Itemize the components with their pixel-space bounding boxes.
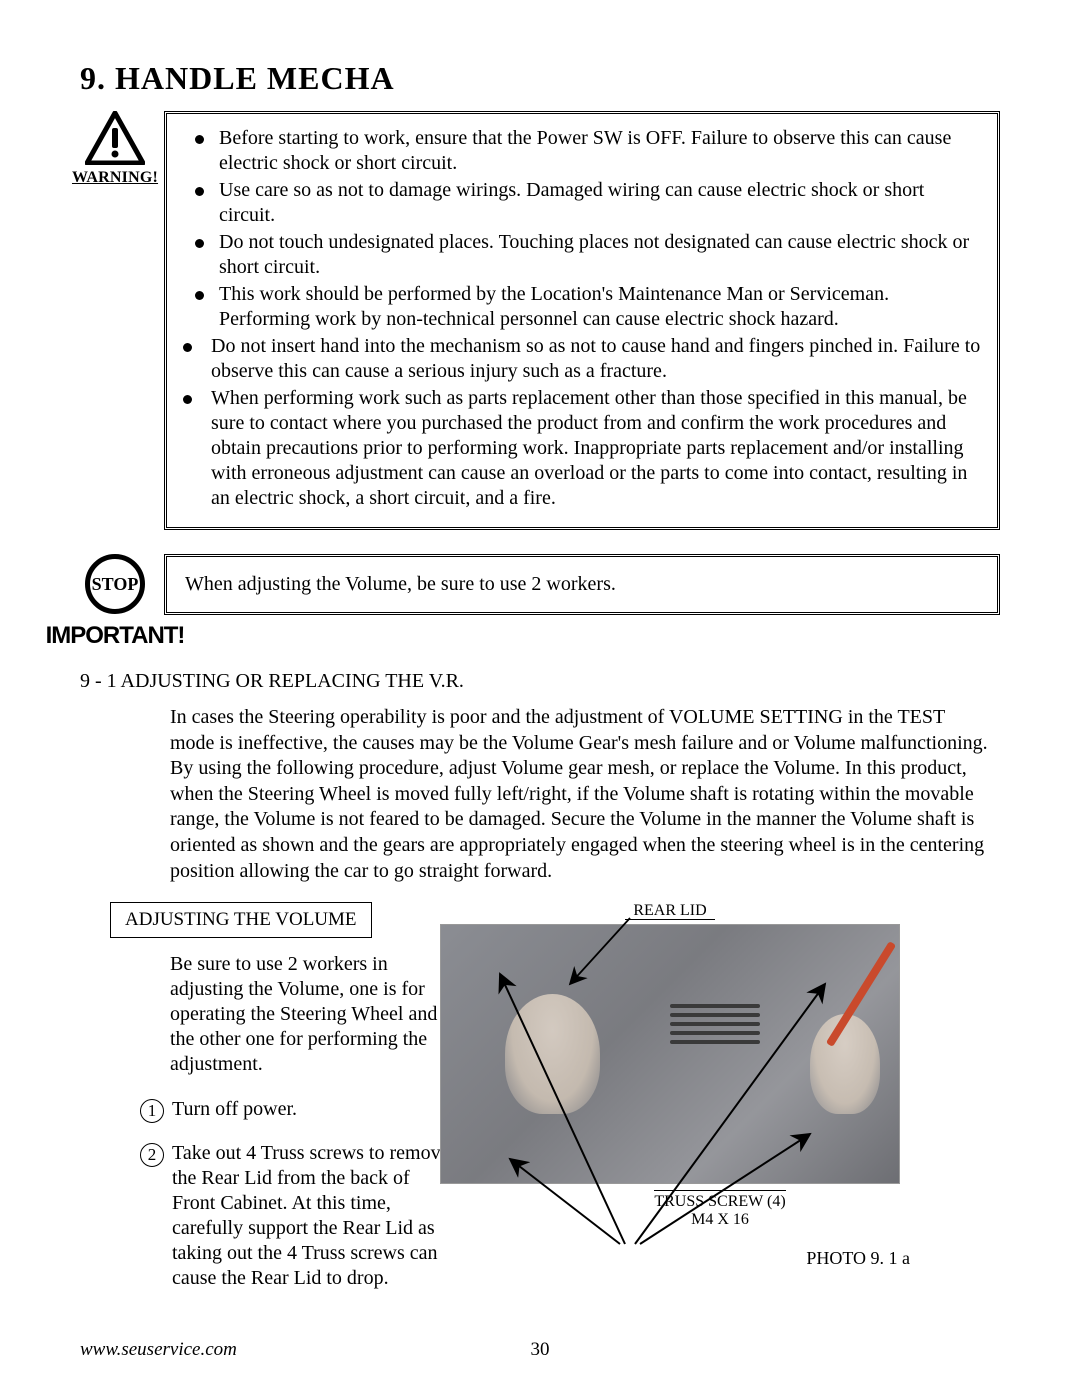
photo-hand-right — [810, 1014, 880, 1114]
footer-url: www.seuservice.com — [80, 1339, 237, 1361]
warning-icon-column: WARNING! — [80, 111, 150, 187]
warning-item: Before starting to work, ensure that the… — [183, 126, 983, 176]
figure-column: REAR LID — [440, 902, 1000, 1309]
subsection-title: 9 - 1 ADJUSTING OR REPLACING THE V.R. — [80, 670, 1000, 693]
warning-block: WARNING! Before starting to work, ensure… — [80, 111, 1000, 530]
step-text: Turn off power. — [172, 1097, 297, 1122]
warning-item: Do not insert hand into the mechanism so… — [183, 334, 983, 384]
truss-screw-label: TRUSS SCREW (4) — [654, 1190, 785, 1211]
photo-hand-left — [505, 994, 600, 1114]
warning-item: This work should be performed by the Loc… — [183, 282, 983, 332]
step-number: 1 — [140, 1099, 164, 1123]
step-text: Take out 4 Truss screws to remove the Re… — [172, 1141, 450, 1291]
footer-page-number: 30 — [531, 1339, 550, 1361]
warning-item: Do not touch undesignated places. Touchi… — [183, 230, 983, 280]
warning-label: WARNING! — [72, 169, 158, 187]
important-block: STOP IMPORTANT! When adjusting the Volum… — [80, 554, 1000, 650]
step-row: 1 Turn off power. — [140, 1097, 450, 1123]
instructions-column: ADJUSTING THE VOLUME Be sure to use 2 wo… — [80, 902, 420, 1309]
photo-area — [440, 924, 900, 1184]
warning-box: Before starting to work, ensure that the… — [164, 111, 1000, 530]
figure-wrap: REAR LID — [440, 902, 900, 1229]
warning-list: Before starting to work, ensure that the… — [183, 126, 983, 511]
step-number: 2 — [140, 1143, 164, 1167]
warning-triangle-icon — [85, 111, 145, 165]
figure-top-label: REAR LID — [440, 902, 900, 920]
step-row: 2 Take out 4 Truss screws to remove the … — [140, 1141, 450, 1291]
important-label: IMPORTANT! — [46, 622, 185, 650]
page-footer: www.seuservice.com 30 — [80, 1339, 1000, 1361]
stop-icon: STOP — [85, 554, 145, 614]
body-paragraph: In cases the Steering operability is poo… — [170, 705, 994, 884]
important-box: When adjusting the Volume, be sure to us… — [164, 554, 1000, 615]
stop-icon-column: STOP IMPORTANT! — [80, 554, 150, 650]
warning-item: When performing work such as parts repla… — [183, 386, 983, 511]
adjusting-intro: Be sure to use 2 workers in adjusting th… — [170, 952, 450, 1077]
truss-screw-spec: M4 X 16 — [540, 1211, 900, 1229]
page: 9. HANDLE MECHA WARNING! Before starting… — [0, 0, 1080, 1397]
warning-item: Use care so as not to damage wirings. Da… — [183, 178, 983, 228]
adjusting-header-box: ADJUSTING THE VOLUME — [110, 902, 372, 938]
figure-caption: PHOTO 9. 1 a — [806, 1248, 910, 1269]
photo-vent-detail — [670, 1004, 760, 1054]
section-title: 9. HANDLE MECHA — [80, 60, 1000, 97]
instruction-figure-row: ADJUSTING THE VOLUME Be sure to use 2 wo… — [80, 902, 1000, 1309]
truss-labels: TRUSS SCREW (4) M4 X 16 — [540, 1188, 900, 1229]
